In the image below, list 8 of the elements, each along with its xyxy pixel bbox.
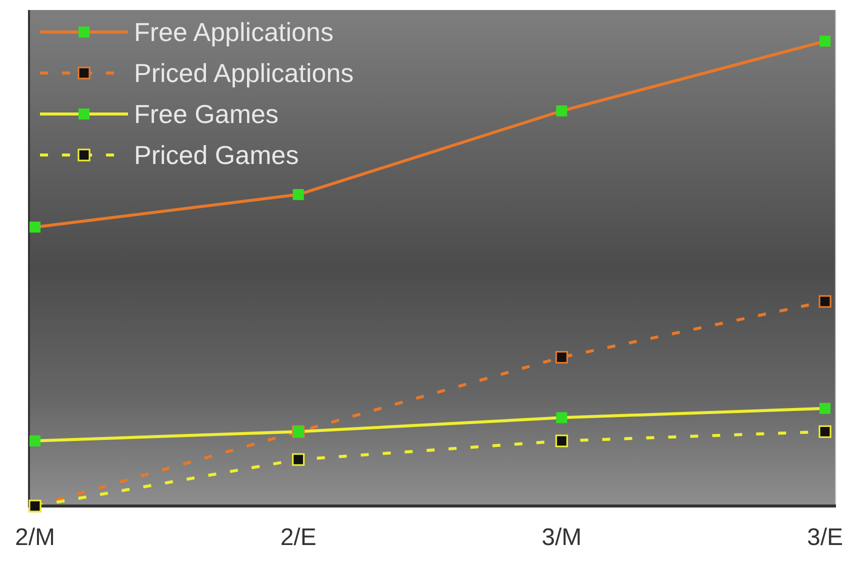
legend-label: Priced Applications [134, 58, 354, 88]
x-tick-label: 3/E [806, 524, 844, 552]
legend-label: Free Applications [134, 16, 334, 46]
legend-label: Priced Games [134, 140, 299, 170]
x-tick-label: 3/M [542, 524, 582, 552]
legend-label: Free Games [134, 98, 278, 128]
x-tick-label: 2/E [280, 524, 316, 552]
x-tick-label: 2/M [14, 524, 56, 552]
